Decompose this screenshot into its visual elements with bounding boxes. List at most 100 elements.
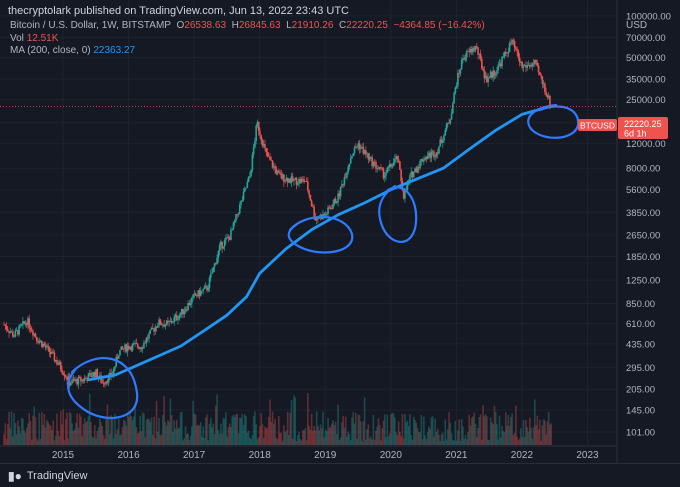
legend-close: 22220.25 xyxy=(346,20,388,31)
volume-bar xyxy=(73,429,76,445)
candle xyxy=(411,171,414,178)
volume-bar xyxy=(360,421,362,445)
candle xyxy=(488,77,491,79)
candle xyxy=(349,158,352,164)
candle xyxy=(33,333,36,336)
volume-bar xyxy=(327,417,329,445)
volume-bar xyxy=(238,417,241,445)
legend-volume: 12.51K xyxy=(26,32,59,44)
volume-bar xyxy=(256,438,259,445)
volume-bar xyxy=(307,392,309,445)
volume-bar xyxy=(468,414,471,445)
candle xyxy=(458,72,460,74)
legend-change: −4364.85 (−16.42%) xyxy=(393,20,485,31)
volume-bar xyxy=(523,437,526,445)
volume-bar xyxy=(104,438,106,445)
volume-bar xyxy=(302,430,304,445)
volume-bar xyxy=(289,412,292,445)
candle xyxy=(237,213,240,215)
volume-bar xyxy=(12,436,14,445)
volume-bar xyxy=(189,435,192,445)
volume-bar xyxy=(42,424,44,445)
volume-bar xyxy=(49,425,52,445)
volume-bar xyxy=(426,432,429,445)
volume-bar xyxy=(407,425,410,445)
candle xyxy=(344,177,347,179)
candle xyxy=(255,125,257,141)
volume-bar xyxy=(501,425,503,445)
candle xyxy=(174,315,177,318)
volume-bar xyxy=(386,414,389,445)
volume-bar xyxy=(72,430,75,445)
candle xyxy=(44,345,47,348)
volume-bar xyxy=(473,412,476,445)
candle xyxy=(498,63,501,65)
price-tag-box xyxy=(618,117,668,139)
candle xyxy=(172,322,174,323)
candle xyxy=(434,156,436,158)
candle xyxy=(517,51,520,58)
volume-bar xyxy=(177,428,179,445)
tradingview-logo[interactable]: ▮● TradingView xyxy=(8,469,87,483)
volume-bar xyxy=(535,425,537,445)
candle xyxy=(533,60,536,65)
candle xyxy=(435,152,438,157)
volume-bar xyxy=(449,422,452,445)
candle xyxy=(366,153,368,155)
volume-bar xyxy=(146,418,149,445)
volume-bar xyxy=(3,433,5,445)
volume-bar xyxy=(281,440,284,445)
volume-bar xyxy=(126,414,129,445)
volume-bar xyxy=(46,419,48,445)
candle xyxy=(483,70,486,79)
volume-bar xyxy=(133,416,135,445)
candle xyxy=(331,208,333,210)
volume-bar xyxy=(80,416,82,445)
candle xyxy=(265,148,268,153)
candle xyxy=(465,51,468,58)
volume-bar xyxy=(178,427,181,445)
candle xyxy=(49,351,52,354)
volume-bar xyxy=(491,422,493,445)
candle xyxy=(409,174,411,181)
candle xyxy=(324,214,327,216)
volume-bar xyxy=(233,416,236,445)
volume-bar xyxy=(13,413,15,445)
candle xyxy=(310,200,313,206)
volume-bar xyxy=(237,433,240,445)
volume-bar xyxy=(18,426,20,445)
volume-bar xyxy=(397,421,400,445)
volume-bar xyxy=(338,439,341,445)
candle xyxy=(25,323,28,326)
candle xyxy=(428,152,430,156)
candle xyxy=(536,62,539,66)
volume-bar xyxy=(300,440,303,445)
volume-bar xyxy=(460,419,463,445)
candle xyxy=(412,171,415,178)
volume-bar xyxy=(520,428,522,445)
volume-bar xyxy=(143,413,145,445)
candle xyxy=(242,191,245,200)
candle xyxy=(418,167,420,169)
candle xyxy=(56,360,58,365)
candle xyxy=(431,151,434,153)
candle xyxy=(63,374,66,377)
volume-bar xyxy=(259,426,261,445)
candle xyxy=(346,172,348,178)
candle xyxy=(66,377,68,381)
candle xyxy=(30,329,33,332)
candle xyxy=(240,200,242,205)
volume-bar xyxy=(348,434,351,445)
candle xyxy=(452,103,454,114)
volume-bar xyxy=(109,434,111,445)
volume-bar xyxy=(313,425,315,445)
candle xyxy=(531,63,534,67)
volume-bar xyxy=(172,432,174,445)
volume-bar xyxy=(106,404,109,445)
candle xyxy=(547,95,550,98)
volume-bar xyxy=(502,431,505,445)
candle xyxy=(182,308,184,315)
candle xyxy=(167,320,169,322)
candle xyxy=(493,70,496,76)
